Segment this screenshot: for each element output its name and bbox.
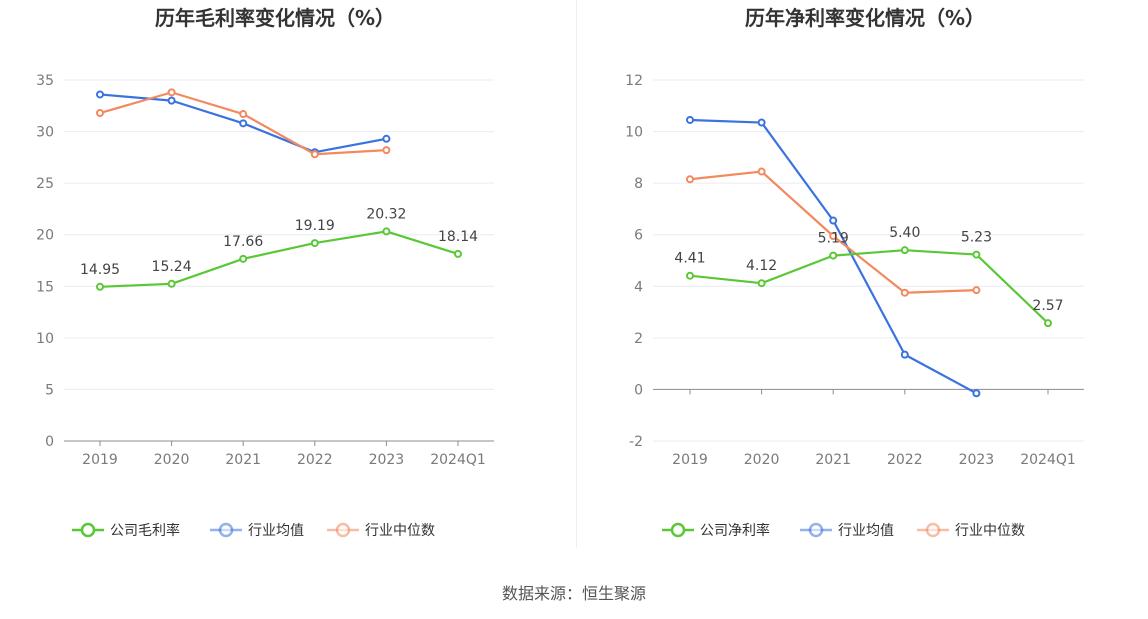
data-label: 15.24 — [152, 259, 192, 275]
y-tick-label: 30 — [36, 125, 54, 141]
y-tick-label: 8 — [634, 176, 643, 192]
data-point — [829, 251, 838, 260]
x-tick-label: 2021 — [225, 452, 261, 468]
y-tick-label: 15 — [36, 279, 54, 295]
data-point — [96, 109, 104, 118]
legend-marker — [335, 522, 351, 538]
data-label: 5.23 — [961, 230, 992, 246]
legend-label: 行业均值 — [248, 523, 304, 539]
data-point — [239, 110, 248, 119]
y-tick-label: -2 — [629, 434, 643, 450]
legend-item[interactable]: 行业均值 — [210, 522, 304, 539]
y-tick-label: 0 — [45, 434, 54, 450]
data-point — [829, 232, 838, 241]
gross-margin-chart: 历年毛利率变化情况（%） 0 5 10 15 20 25 30 35 2019 2020 2021 20… — [36, 6, 494, 539]
legend-label: 公司毛利率 — [110, 522, 180, 539]
data-point — [96, 282, 104, 291]
y-tick-label: 12 — [625, 73, 643, 89]
data-point — [382, 146, 391, 155]
legend-marker — [808, 522, 824, 538]
data-point — [310, 239, 319, 248]
x-tick-label: 2023 — [369, 452, 405, 468]
series-line — [689, 249, 1049, 324]
data-point — [167, 96, 176, 105]
y-tick-label: 5 — [45, 382, 54, 398]
data-label: 5.19 — [818, 231, 849, 247]
y-tick-label: 2 — [634, 331, 643, 347]
data-label: 20.32 — [366, 206, 406, 222]
legend-marker — [925, 522, 941, 538]
x-tick-label: 2023 — [959, 452, 995, 468]
data-point — [972, 286, 981, 295]
data-point — [167, 88, 176, 97]
legend-marker — [670, 522, 686, 538]
chart-divider — [576, 0, 577, 548]
legend-item[interactable]: 行业均值 — [800, 522, 894, 539]
data-point — [454, 249, 462, 258]
data-point — [310, 150, 319, 159]
legend-item[interactable]: 公司毛利率 — [72, 522, 180, 539]
x-tick-label: 2024Q1 — [430, 452, 486, 468]
y-tick-label: 25 — [36, 176, 54, 192]
legend-item[interactable]: 行业中位数 — [327, 522, 435, 539]
x-tick-label: 2019 — [82, 452, 118, 468]
x-tick-label: 2022 — [887, 452, 923, 468]
data-point — [757, 118, 766, 127]
data-point — [382, 134, 391, 143]
data-label: 19.19 — [295, 218, 335, 234]
data-source: 数据来源：恒生聚源 — [501, 584, 646, 603]
legend-label: 公司净利率 — [700, 522, 770, 539]
data-label: 17.66 — [223, 234, 263, 250]
data-point — [167, 279, 176, 288]
data-point — [900, 288, 909, 297]
data-point — [757, 279, 766, 288]
x-tick-label: 2020 — [744, 452, 780, 468]
data-point — [239, 119, 248, 128]
data-point — [900, 350, 909, 359]
legend-item[interactable]: 公司净利率 — [662, 522, 770, 539]
x-tick-label: 2022 — [297, 452, 333, 468]
data-point — [96, 90, 104, 99]
x-tick-label: 2020 — [154, 452, 190, 468]
data-point — [757, 167, 766, 176]
legend-label: 行业中位数 — [365, 523, 435, 539]
data-label: 4.12 — [746, 258, 777, 274]
y-tick-label: 35 — [36, 73, 54, 89]
y-tick-label: 20 — [36, 228, 54, 244]
y-tick-label: 0 — [634, 382, 643, 398]
legend-label: 行业中位数 — [955, 523, 1025, 539]
data-point — [239, 254, 248, 263]
y-tick-label: 10 — [36, 331, 54, 347]
legend-marker — [218, 522, 234, 538]
data-point — [972, 389, 981, 398]
data-label: 5.40 — [889, 225, 920, 241]
x-tick-label: 2021 — [815, 452, 851, 468]
legend-label: 行业均值 — [838, 523, 894, 539]
y-tick-label: 10 — [625, 125, 643, 141]
data-point — [900, 246, 909, 255]
data-point — [686, 175, 694, 184]
data-point — [686, 271, 694, 280]
data-label: 18.14 — [438, 229, 478, 245]
data-label: 2.57 — [1032, 298, 1063, 314]
net-margin-chart: 历年净利率变化情况（%） -2 0 2 4 6 8 10 12 2019 2020 2021 2022 2… — [625, 6, 1084, 539]
chart-title: 历年毛利率变化情况（%） — [155, 6, 395, 30]
data-point — [686, 115, 694, 124]
legend-item[interactable]: 行业中位数 — [917, 522, 1025, 539]
series-line — [99, 230, 459, 288]
data-label: 14.95 — [80, 262, 120, 278]
data-label: 4.41 — [674, 251, 705, 267]
chart-title: 历年净利率变化情况（%） — [745, 6, 985, 30]
legend-marker — [80, 522, 96, 538]
x-tick-label: 2019 — [672, 452, 708, 468]
data-point — [972, 250, 981, 259]
data-point — [382, 227, 391, 236]
data-point — [1044, 319, 1052, 328]
y-tick-label: 4 — [634, 279, 643, 295]
data-point — [829, 216, 838, 225]
x-tick-label: 2024Q1 — [1020, 452, 1076, 468]
y-tick-label: 6 — [634, 228, 643, 244]
